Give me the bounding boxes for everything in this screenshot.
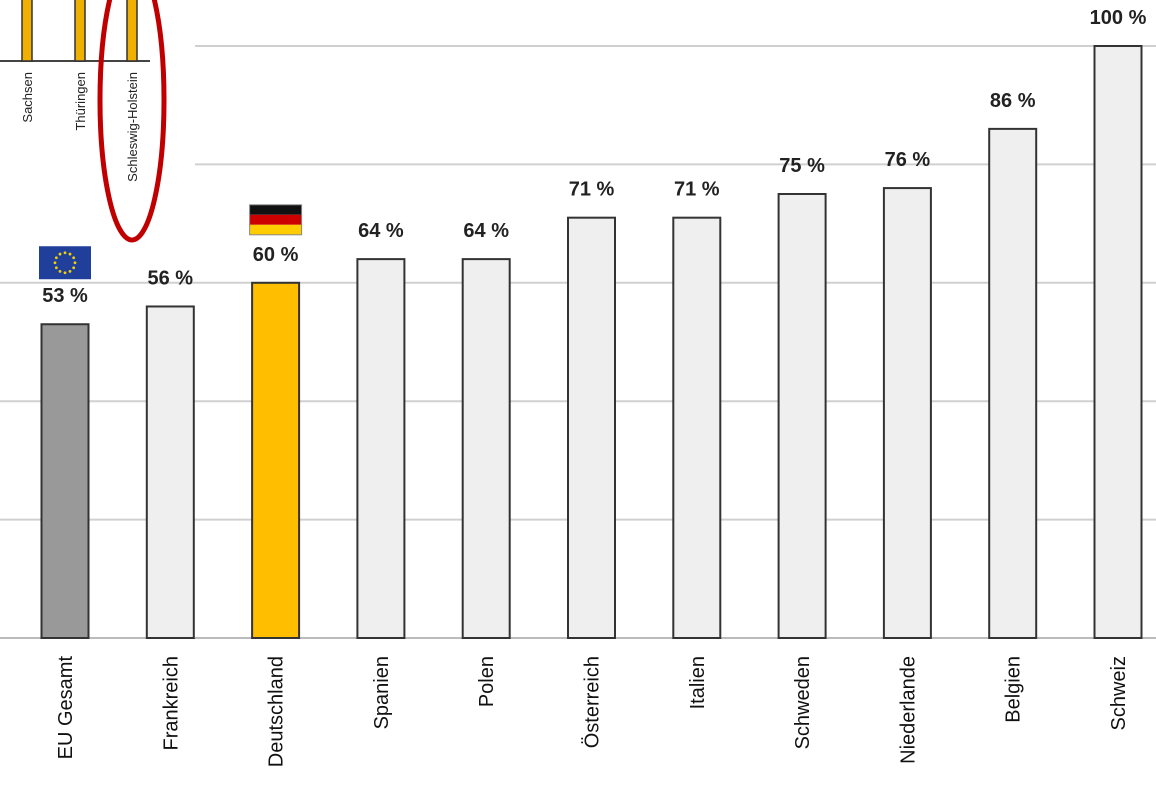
value-label-niederlande: 76 % — [885, 149, 931, 171]
category-label-italien: Italien — [687, 656, 709, 709]
bar-italien — [672, 216, 722, 639]
value-label-spanien: 64 % — [358, 220, 404, 242]
category-label-frankreich: Frankreich — [160, 656, 182, 750]
value-label-schweden: 75 % — [779, 155, 825, 177]
category-label-polen: Polen — [476, 656, 498, 707]
value-label-deutschland: 60 % — [253, 244, 299, 266]
bar-eu-gesamt — [40, 323, 90, 639]
category-label-spanien: Spanien — [371, 656, 393, 729]
category-label-schweden: Schweden — [792, 656, 814, 749]
inset-bar-schleswig-holstein — [126, 0, 138, 62]
bar-oesterreich — [567, 216, 616, 639]
bar-niederlande — [882, 187, 932, 640]
bar-schweiz — [1093, 45, 1143, 639]
germany-flag-icon — [249, 204, 303, 236]
value-label-frankreich: 56 % — [148, 267, 194, 289]
bar-schweden — [777, 193, 827, 639]
bar-frankreich — [145, 305, 195, 639]
bar-belgien — [988, 127, 1038, 639]
value-label-italien: 71 % — [674, 179, 720, 201]
inset-bar-thueringen — [74, 0, 86, 62]
eu-flag-icon — [39, 246, 91, 280]
bar-deutschland — [251, 281, 301, 639]
category-label-deutschland: Deutschland — [266, 656, 288, 767]
category-label-eu-gesamt: EU Gesamt — [55, 656, 77, 760]
inset-label-schleswig-holstein: Schleswig-Holstein — [125, 72, 140, 182]
inset-bar-sachsen — [21, 0, 33, 62]
value-label-schweiz: 100 % — [1090, 7, 1147, 29]
highlight-ring — [97, 0, 167, 243]
bar-spanien — [356, 258, 406, 639]
category-label-oesterreich: Österreich — [582, 656, 604, 748]
inset-label-thueringen: Thüringen — [73, 72, 88, 131]
value-label-belgien: 86 % — [990, 90, 1036, 112]
value-label-oesterreich: 71 % — [569, 179, 615, 201]
value-label-polen: 64 % — [463, 220, 509, 242]
bar-polen — [461, 258, 511, 639]
category-label-belgien: Belgien — [1003, 656, 1025, 723]
category-label-schweiz: Schweiz — [1108, 656, 1130, 730]
inset-label-sachsen: Sachsen — [20, 72, 35, 123]
value-label-eu-gesamt: 53 % — [42, 285, 88, 307]
category-label-niederlande: Niederlande — [897, 656, 919, 764]
